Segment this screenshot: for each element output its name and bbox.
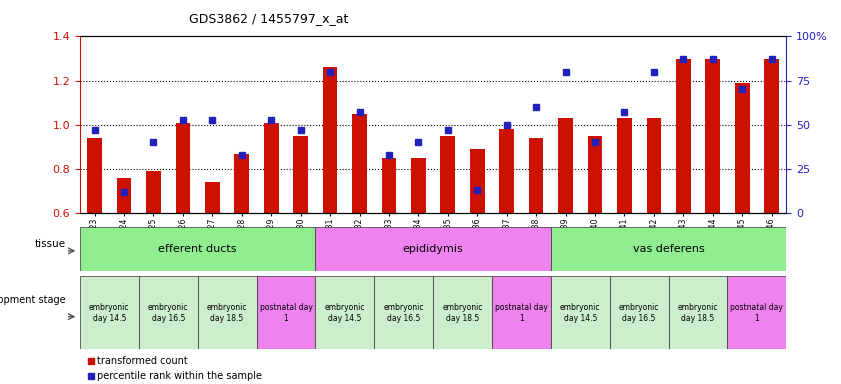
- Bar: [647, 118, 661, 213]
- Text: development stage: development stage: [0, 295, 66, 305]
- Text: tissue: tissue: [34, 239, 66, 249]
- Text: embryonic
day 18.5: embryonic day 18.5: [207, 303, 247, 323]
- Text: vas deferens: vas deferens: [632, 243, 705, 254]
- Bar: [257, 276, 315, 349]
- Bar: [588, 136, 602, 213]
- Text: embryonic
day 14.5: embryonic day 14.5: [89, 303, 130, 323]
- Bar: [529, 138, 543, 213]
- Bar: [117, 178, 131, 213]
- Text: embryonic
day 16.5: embryonic day 16.5: [148, 303, 188, 323]
- Bar: [374, 276, 433, 349]
- Text: postnatal day
1: postnatal day 1: [495, 303, 547, 323]
- Bar: [264, 122, 278, 213]
- Bar: [323, 68, 337, 213]
- Bar: [235, 154, 249, 213]
- Text: epididymis: epididymis: [403, 243, 463, 254]
- Bar: [80, 276, 139, 349]
- Bar: [411, 158, 426, 213]
- Text: efferent ducts: efferent ducts: [158, 243, 237, 254]
- Text: embryonic
day 16.5: embryonic day 16.5: [383, 303, 424, 323]
- Bar: [294, 136, 308, 213]
- Bar: [492, 276, 551, 349]
- Bar: [669, 276, 727, 349]
- Bar: [764, 59, 779, 213]
- Text: embryonic
day 18.5: embryonic day 18.5: [442, 303, 483, 323]
- Bar: [610, 276, 669, 349]
- Bar: [441, 136, 455, 213]
- Text: embryonic
day 16.5: embryonic day 16.5: [619, 303, 659, 323]
- Bar: [551, 227, 786, 271]
- Bar: [433, 276, 492, 349]
- Bar: [727, 276, 786, 349]
- Bar: [551, 276, 610, 349]
- Bar: [500, 129, 514, 213]
- Bar: [558, 118, 573, 213]
- Bar: [617, 118, 632, 213]
- Bar: [352, 114, 367, 213]
- Bar: [706, 59, 720, 213]
- Text: transformed count: transformed count: [97, 356, 188, 366]
- Text: postnatal day
1: postnatal day 1: [731, 303, 783, 323]
- Bar: [735, 83, 749, 213]
- Bar: [198, 276, 257, 349]
- Text: GDS3862 / 1455797_x_at: GDS3862 / 1455797_x_at: [189, 12, 349, 25]
- Bar: [470, 149, 484, 213]
- Bar: [382, 158, 396, 213]
- Bar: [87, 138, 102, 213]
- Bar: [139, 276, 198, 349]
- Bar: [315, 276, 374, 349]
- Text: percentile rank within the sample: percentile rank within the sample: [97, 371, 262, 381]
- Bar: [176, 122, 190, 213]
- Text: postnatal day
1: postnatal day 1: [260, 303, 312, 323]
- Text: embryonic
day 14.5: embryonic day 14.5: [325, 303, 365, 323]
- Text: embryonic
day 14.5: embryonic day 14.5: [560, 303, 600, 323]
- Bar: [205, 182, 220, 213]
- Bar: [80, 227, 315, 271]
- Bar: [676, 59, 690, 213]
- Bar: [315, 227, 551, 271]
- Text: embryonic
day 18.5: embryonic day 18.5: [678, 303, 718, 323]
- Bar: [146, 171, 161, 213]
